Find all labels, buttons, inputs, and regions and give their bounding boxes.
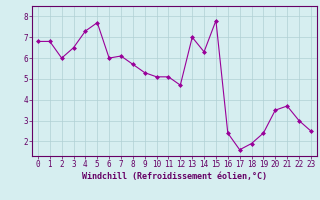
- X-axis label: Windchill (Refroidissement éolien,°C): Windchill (Refroidissement éolien,°C): [82, 172, 267, 181]
